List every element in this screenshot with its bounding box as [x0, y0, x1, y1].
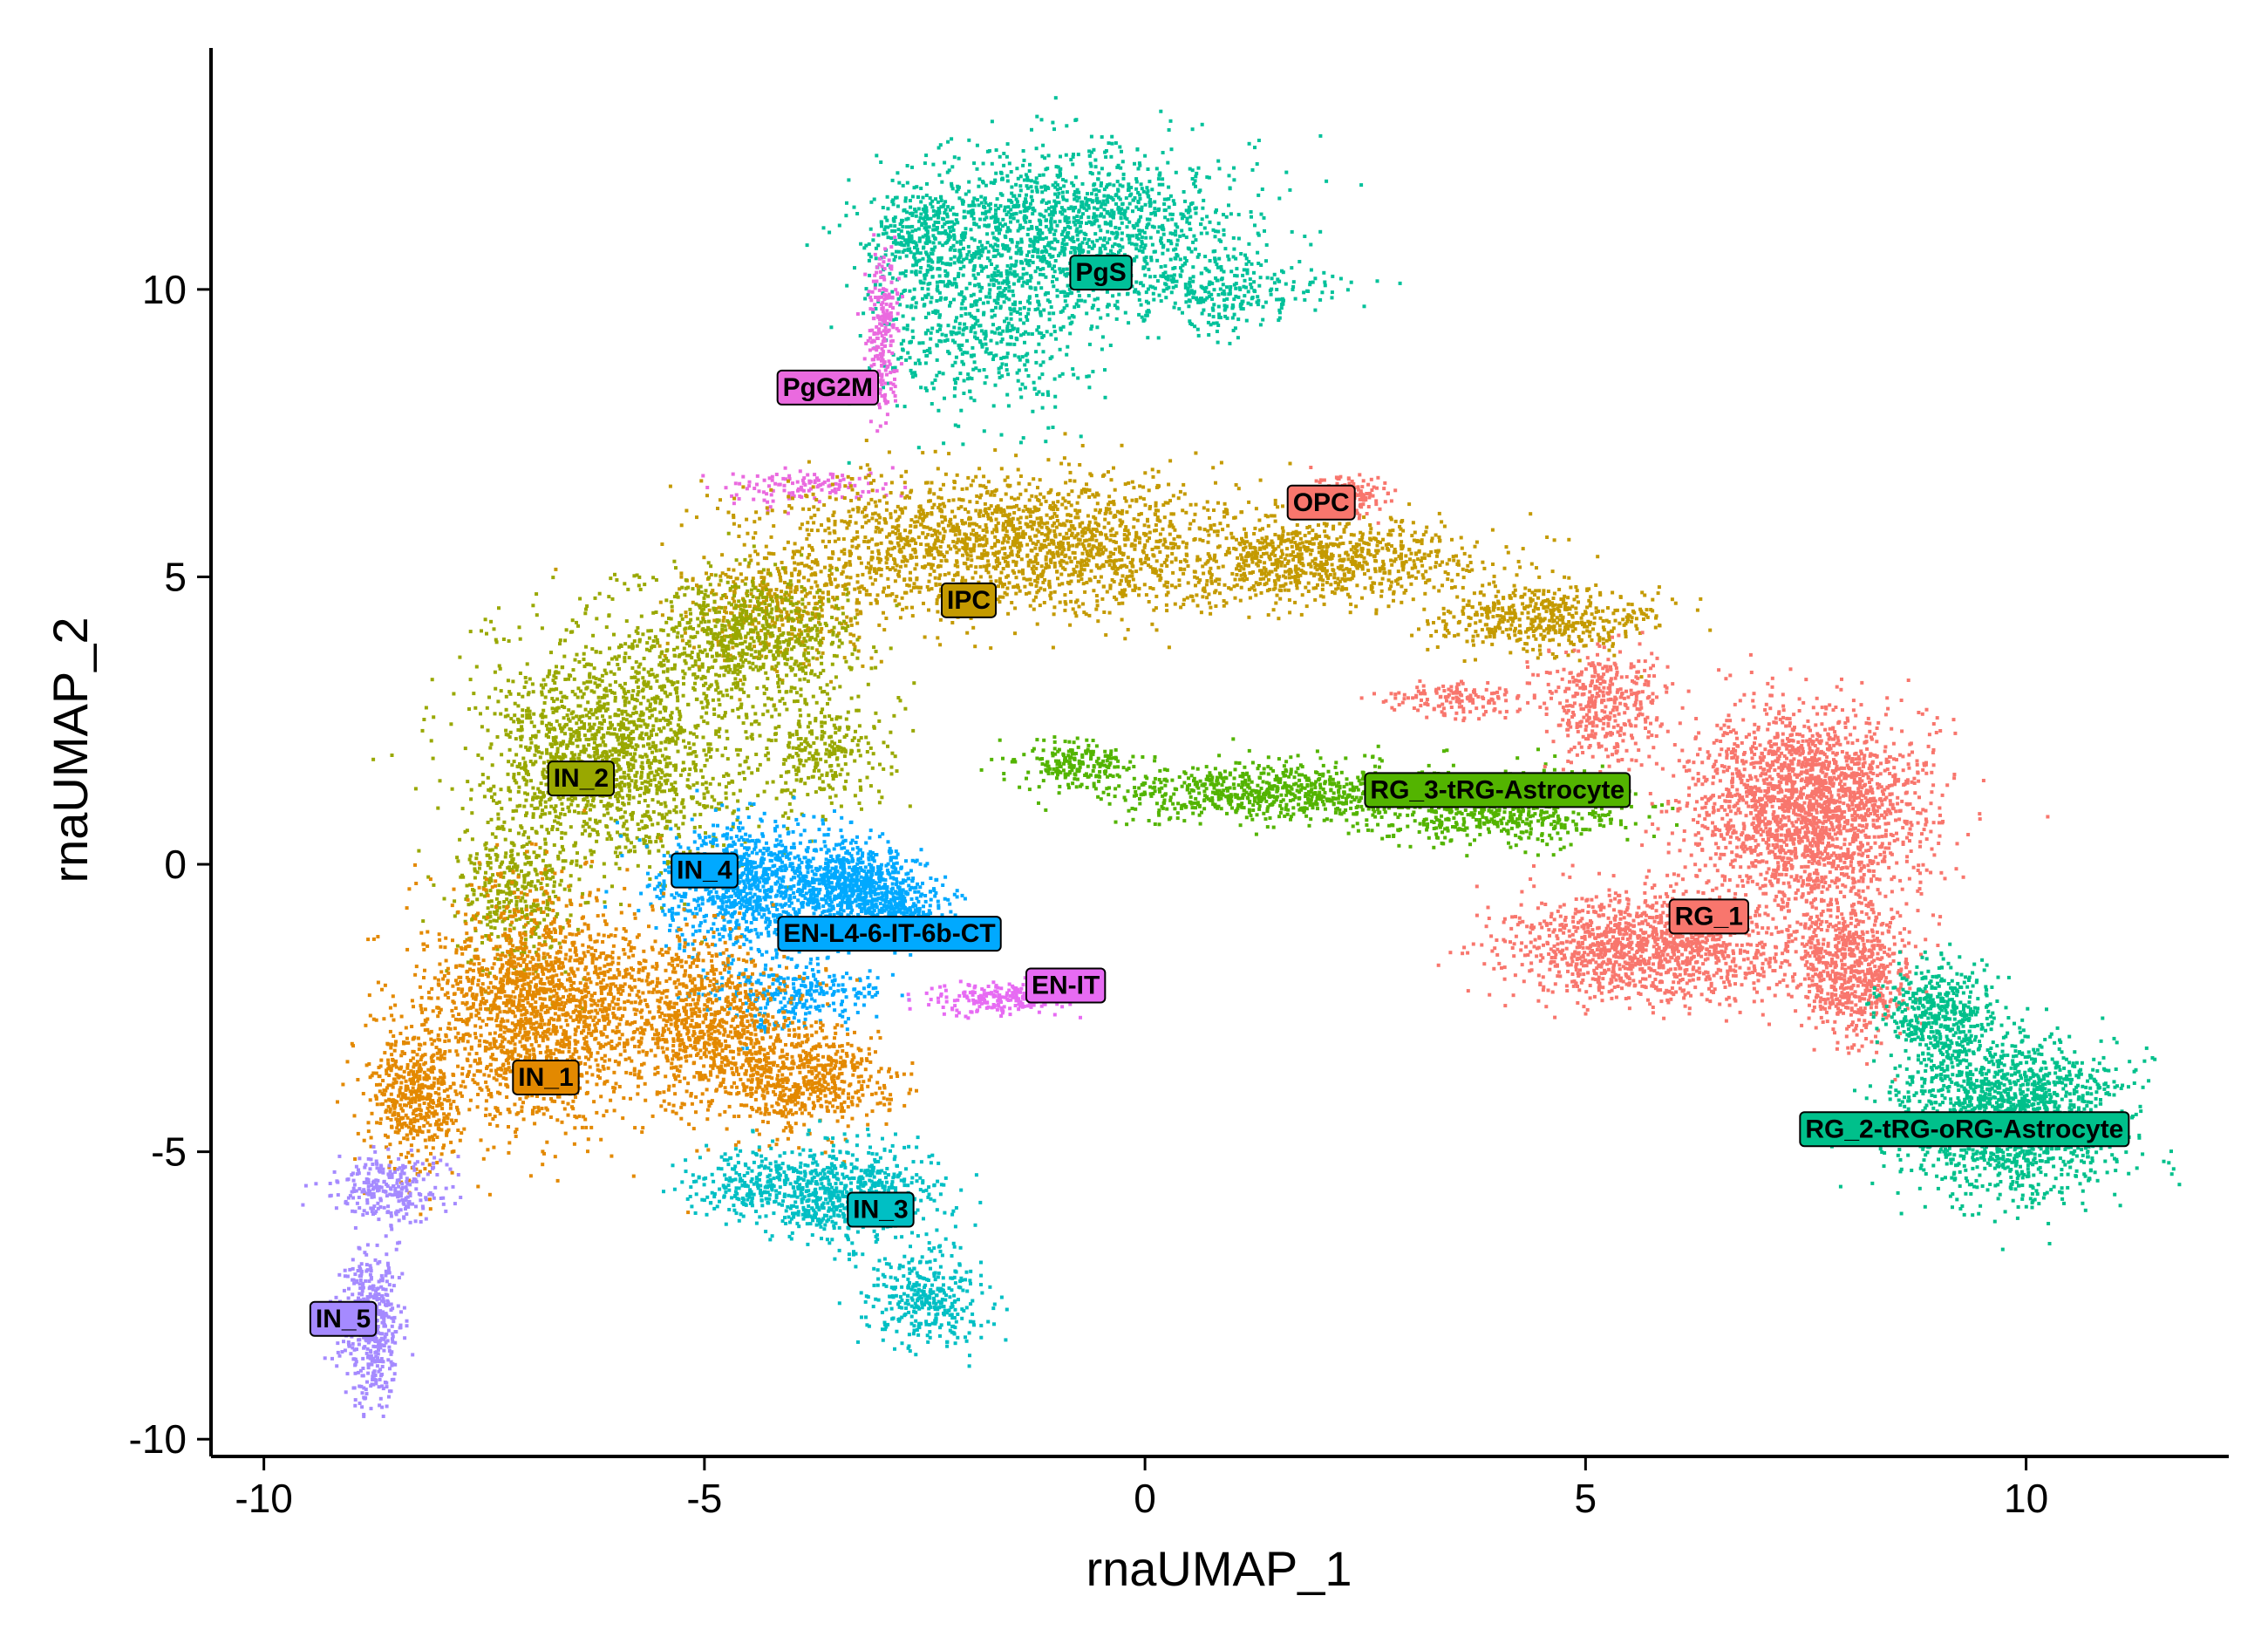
cluster-label: RG_3-tRG-Astrocyte: [1364, 772, 1631, 808]
cluster-label-box: [941, 582, 998, 618]
cluster-label-text: OPC: [1293, 488, 1350, 517]
cluster-label-box: [776, 369, 880, 406]
cluster-points-11: [301, 1145, 463, 1419]
scatter-points: [301, 96, 2182, 1419]
cluster-points-10: [662, 1119, 1009, 1368]
cluster-label-text: IPC: [947, 586, 991, 615]
cluster-label-text: RG_2-tRG-oRG-Astrocyte: [1805, 1115, 2123, 1143]
cluster-label: IN_5: [309, 1300, 378, 1337]
x-tick-label: -5: [686, 1476, 722, 1521]
cluster-label-text: IN_3: [853, 1196, 908, 1224]
cluster-label-box: [1286, 484, 1356, 521]
cluster-label-box: [777, 916, 1002, 952]
y-tick-label: -10: [129, 1416, 187, 1462]
cluster-label-box: [1668, 898, 1750, 935]
x-tick-label: -10: [235, 1476, 292, 1521]
cluster-label: IN_4: [671, 852, 739, 889]
cluster-label-box: [1364, 772, 1631, 808]
cluster-label-text: IN_2: [554, 764, 609, 793]
cluster-label: EN-L4-6-IT-6b-CT: [777, 916, 1002, 952]
y-tick-label: 5: [164, 554, 187, 599]
x-tick-label: 10: [2004, 1476, 2048, 1521]
cluster-labels: PgS PgG2M OPC IPC IN_2 IN_4 EN-L4-6-IT-6b-CT EN…: [309, 255, 2130, 1337]
cluster-label-box: [1025, 967, 1107, 1004]
cluster-label: EN-IT: [1025, 967, 1107, 1004]
cluster-label-text: RG_1: [1675, 902, 1743, 931]
cluster-label-text: RG_3-tRG-Astrocyte: [1370, 775, 1624, 804]
cluster-label: PgS: [1069, 255, 1133, 291]
cluster-label: RG_2-tRG-oRG-Astrocyte: [1799, 1111, 2130, 1148]
cluster-label-box: [671, 852, 739, 889]
x-axis-title: rnaUMAP_1: [1086, 1541, 1352, 1596]
cluster-label-text: PgG2M: [783, 373, 873, 402]
cluster-points-1: [805, 96, 1402, 465]
cluster-label-text: EN-IT: [1032, 971, 1100, 999]
cluster-points-5: [371, 531, 916, 1029]
x-tick-label: 5: [1575, 1476, 1597, 1521]
cluster-label-box: [1799, 1111, 2130, 1148]
cluster-label-text: EN-L4-6-IT-6b-CT: [783, 919, 995, 948]
cluster-points-13: [1359, 631, 2050, 1081]
cluster-label-text: PgS: [1075, 258, 1126, 287]
axes: -10 -5 0 5 10 -10 -5 0 5 10: [129, 48, 2229, 1521]
y-tick-label: 10: [142, 267, 187, 312]
cluster-label: IPC: [941, 582, 998, 618]
cluster-label: IN_1: [512, 1059, 580, 1095]
y-tick-label: 0: [164, 842, 187, 887]
cluster-label-box: [847, 1191, 915, 1228]
cluster-label-box: [547, 760, 616, 797]
x-tick-label: 0: [1134, 1476, 1156, 1521]
cluster-label: IN_3: [847, 1191, 915, 1228]
cluster-label-text: IN_1: [518, 1063, 573, 1092]
cluster-label-text: IN_5: [316, 1305, 371, 1333]
cluster-points-9: [336, 808, 918, 1217]
cluster-label: IN_2: [547, 760, 616, 797]
cluster-label: OPC: [1286, 484, 1356, 521]
cluster-label: PgG2M: [776, 369, 880, 406]
cluster-label-text: IN_4: [677, 856, 732, 885]
y-tick-label: -5: [151, 1129, 187, 1175]
cluster-label-box: [512, 1059, 580, 1095]
cluster-label-box: [1069, 255, 1133, 291]
y-axis-title: rnaUMAP_2: [43, 617, 98, 883]
cluster-label: RG_1: [1668, 898, 1750, 935]
cluster-label-box: [309, 1300, 378, 1337]
